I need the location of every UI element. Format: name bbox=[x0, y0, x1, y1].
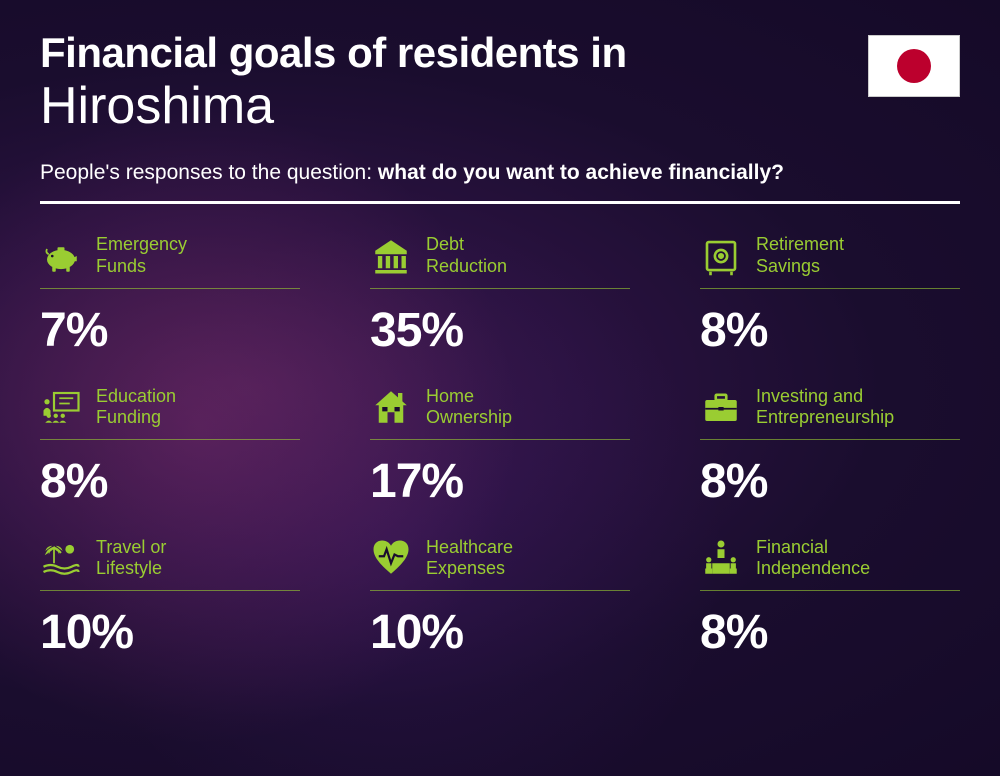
stat-percent: 35% bbox=[370, 303, 630, 358]
stats-grid: Emergency Funds 7% Debt Reduction 35% bbox=[40, 234, 960, 660]
stat-label: Financial Independence bbox=[756, 537, 870, 580]
title-line1: Financial goals of residents in bbox=[40, 30, 868, 76]
stat-percent: 7% bbox=[40, 303, 300, 358]
stat-investing: Investing and Entrepreneurship 8% bbox=[700, 386, 960, 509]
item-head: Retirement Savings bbox=[700, 234, 960, 288]
stat-label: Retirement Savings bbox=[756, 234, 844, 277]
stat-debt-reduction: Debt Reduction 35% bbox=[370, 234, 630, 357]
item-head: Emergency Funds bbox=[40, 234, 300, 288]
divider bbox=[40, 201, 960, 204]
briefcase-icon bbox=[700, 386, 742, 428]
piggybank-icon bbox=[40, 235, 82, 277]
stat-percent: 8% bbox=[700, 303, 960, 358]
stat-label: Travel or Lifestyle bbox=[96, 537, 166, 580]
stat-label: Education Funding bbox=[96, 386, 176, 429]
item-head: Financial Independence bbox=[700, 537, 960, 591]
flag-circle bbox=[897, 49, 931, 83]
stat-percent: 10% bbox=[370, 605, 630, 660]
item-head: Healthcare Expenses bbox=[370, 537, 630, 591]
item-head: Investing and Entrepreneurship bbox=[700, 386, 960, 440]
stat-label: Emergency Funds bbox=[96, 234, 187, 277]
healthcare-icon bbox=[370, 537, 412, 579]
stat-label: Home Ownership bbox=[426, 386, 512, 429]
item-head: Travel or Lifestyle bbox=[40, 537, 300, 591]
safe-icon bbox=[700, 235, 742, 277]
item-head: Education Funding bbox=[40, 386, 300, 440]
stat-healthcare: Healthcare Expenses 10% bbox=[370, 537, 630, 660]
item-head: Home Ownership bbox=[370, 386, 630, 440]
stat-percent: 17% bbox=[370, 454, 630, 509]
stat-percent: 8% bbox=[700, 454, 960, 509]
stat-label: Debt Reduction bbox=[426, 234, 507, 277]
education-icon bbox=[40, 386, 82, 428]
independence-icon bbox=[700, 537, 742, 579]
stat-home-ownership: Home Ownership 17% bbox=[370, 386, 630, 509]
item-head: Debt Reduction bbox=[370, 234, 630, 288]
title-city: Hiroshima bbox=[40, 78, 868, 135]
stat-emergency-funds: Emergency Funds 7% bbox=[40, 234, 300, 357]
subtitle-prefix: People's responses to the question: bbox=[40, 161, 378, 184]
stat-retirement-savings: Retirement Savings 8% bbox=[700, 234, 960, 357]
header: Financial goals of residents in Hiroshim… bbox=[40, 30, 960, 135]
stat-percent: 10% bbox=[40, 605, 300, 660]
title-block: Financial goals of residents in Hiroshim… bbox=[40, 30, 868, 135]
bank-icon bbox=[370, 235, 412, 277]
subtitle-bold: what do you want to achieve financially? bbox=[378, 161, 784, 184]
japan-flag-icon bbox=[868, 35, 960, 97]
travel-icon bbox=[40, 537, 82, 579]
stat-percent: 8% bbox=[40, 454, 300, 509]
stat-education-funding: Education Funding 8% bbox=[40, 386, 300, 509]
stat-financial-independence: Financial Independence 8% bbox=[700, 537, 960, 660]
stat-label: Healthcare Expenses bbox=[426, 537, 513, 580]
house-icon bbox=[370, 386, 412, 428]
stat-travel: Travel or Lifestyle 10% bbox=[40, 537, 300, 660]
subtitle: People's responses to the question: what… bbox=[40, 161, 960, 185]
stat-percent: 8% bbox=[700, 605, 960, 660]
stat-label: Investing and Entrepreneurship bbox=[756, 386, 894, 429]
